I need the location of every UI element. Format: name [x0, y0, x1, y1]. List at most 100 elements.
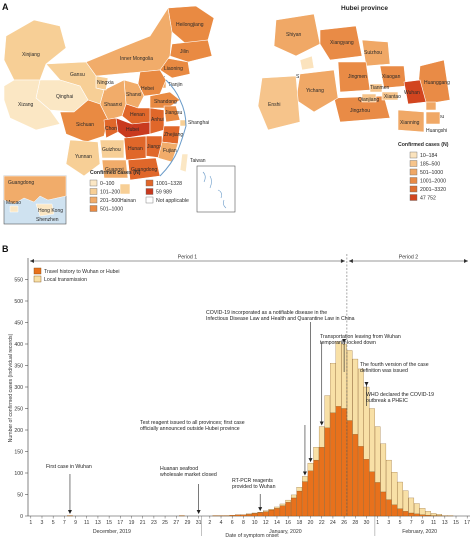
y-tick-label: 200	[14, 428, 23, 434]
inset-label-hong-kong: Hong Kong	[38, 208, 63, 214]
bar-travel-history-to-wuhan-or-hubei-50	[308, 471, 313, 516]
china-legend-swatch-0-100	[90, 180, 97, 186]
x-tick-label: 14	[274, 520, 280, 526]
bar-travel-history-to-wuhan-or-hubei-65	[392, 505, 397, 516]
panel-a-label: A	[2, 2, 9, 12]
y-tick-label: 150	[14, 449, 23, 455]
hubei-legend-label-47-752: 47 752	[420, 196, 436, 202]
x-tick-label: 21	[140, 520, 146, 526]
x-tick-label: 25	[162, 520, 168, 526]
bar-travel-history-to-wuhan-or-hubei-56	[341, 409, 346, 517]
bar-local-transmission-63	[381, 444, 386, 492]
china-region-label-heilongjiang: Heilongjiang	[176, 22, 204, 28]
bar-travel-history-to-wuhan-or-hubei-70	[420, 515, 425, 516]
china-region-label-inner-mongolia: Inner Mongolia	[120, 56, 153, 62]
y-axis-label: Number of confirmed cases (individual re…	[8, 333, 14, 442]
bar-local-transmission-67	[403, 491, 408, 512]
china-region-label-hubei: Hubei	[126, 127, 139, 133]
legend-swatch-local-transmission	[34, 276, 41, 282]
annotation-7-arrowhead	[364, 382, 368, 386]
annotation-0-arrowhead	[68, 510, 72, 514]
bar-travel-history-to-wuhan-or-hubei-41	[258, 513, 263, 516]
bar-local-transmission-45	[280, 504, 285, 506]
hubei-region-label-xiangyang: Xiangyang	[330, 40, 354, 46]
bar-local-transmission-72	[431, 513, 436, 515]
bar-travel-history-to-wuhan-or-hubei-69	[414, 514, 419, 516]
china-legend-label-1001-1328: 1001–1328	[156, 181, 182, 187]
annotation-1-arrowhead	[197, 510, 201, 514]
hubei-legend-label-185-500: 185–500	[420, 162, 440, 168]
china-legend-label-not-applicable: Not applicable	[156, 198, 189, 204]
bar-local-transmission-48	[297, 487, 302, 491]
bar-travel-history-to-wuhan-or-hubei-60	[364, 459, 369, 516]
china-region-label-yunnan: Yunnan	[75, 154, 92, 160]
bar-travel-history-to-wuhan-or-hubei-71	[425, 515, 430, 516]
inset-label-macao: Macao	[6, 200, 21, 206]
annotation-2-line-1: provided to Wuhan	[232, 484, 276, 490]
china-region-label-xizang: Xizang	[18, 102, 34, 108]
x-tick-label: 26	[341, 520, 347, 526]
x-tick-label: 7	[63, 520, 66, 526]
x-tick-label: 13	[442, 520, 448, 526]
bar-travel-history-to-wuhan-or-hubei-64	[386, 500, 391, 516]
china-region-label-anhui: Anhui	[151, 117, 164, 123]
bar-travel-history-to-wuhan-or-hubei-40	[252, 513, 257, 516]
y-tick-label: 300	[14, 385, 23, 391]
bar-local-transmission-51	[313, 447, 318, 460]
x-tick-label: 12	[263, 520, 269, 526]
bar-travel-history-to-wuhan-or-hubei-48	[297, 491, 302, 516]
x-tick-label: 1	[29, 520, 32, 526]
china-legend-swatch-1001-1328	[146, 180, 153, 186]
china-legend-label-101-200: 101–200	[100, 190, 120, 196]
x-tick-label: 4	[220, 520, 223, 526]
china-region-label-gansu: Gansu	[70, 72, 85, 78]
china-legend-label-0-100: 0–100	[100, 181, 115, 187]
hubei-legend-swatch-47-752	[410, 195, 417, 201]
china-legend-swatch-59-989	[146, 189, 153, 195]
annotation-1-line-1: wholesale market closed	[160, 472, 217, 478]
annotation-3-arrowhead	[303, 471, 307, 475]
annotation-6-line-1: definition was issued	[360, 368, 408, 374]
bar-local-transmission-50	[308, 463, 313, 471]
y-tick-label: 0	[20, 514, 23, 520]
china-legend-label-501-1000: 501–1000	[100, 207, 123, 213]
bar-travel-history-to-wuhan-or-hubei-39	[246, 514, 251, 516]
bar-travel-history-to-wuhan-or-hubei-61	[369, 472, 374, 516]
china-legend-label-59-989: 59 989	[156, 190, 172, 196]
x-tick-label: 3	[387, 520, 390, 526]
x-tick-label: 8	[242, 520, 245, 526]
hubei-legend: Confirmed cases (N)10–184185–500501–1000…	[398, 142, 449, 202]
y-tick-label: 400	[14, 342, 23, 348]
hubei-region-label-xianning: Xianning	[400, 120, 420, 126]
annotation-0-line-0: First case in Wuhan	[46, 464, 92, 470]
hubei-region-shennongjia	[300, 56, 314, 70]
china-legend-swatch-201-500	[90, 197, 97, 203]
hubei-legend-label-1001-2000: 1001–2000	[420, 179, 446, 185]
annotation-7-line-1: outbreak a PHEIC	[366, 398, 408, 404]
annotation-5-line-0: Transportation leaving from Wuhan	[320, 334, 401, 340]
y-tick-label: 100	[14, 471, 23, 477]
y-tick-label: 250	[14, 406, 23, 412]
china-region-label-hebei: Hebei	[141, 86, 154, 92]
bar-travel-history-to-wuhan-or-hubei-57	[347, 421, 352, 516]
x-tick-label: 24	[330, 520, 336, 526]
hubei-region-label-huanggang: Huanggang	[424, 80, 450, 86]
bar-travel-history-to-wuhan-or-hubei-66	[397, 509, 402, 516]
hubei-region-label-qianjiang: Qianjiang	[358, 97, 379, 103]
bar-travel-history-to-wuhan-or-hubei-49	[302, 482, 307, 516]
bar-local-transmission-55	[336, 342, 341, 407]
china-region-label-liaoning: Liaoning	[164, 66, 183, 72]
china-region-label-henan: Henan	[130, 112, 145, 118]
china-legend-swatch-101-200	[90, 189, 97, 195]
hubei-region-label-xiantao: Xiantao	[384, 94, 401, 100]
bar-travel-history-to-wuhan-or-hubei-68	[409, 513, 414, 516]
hubei-region-ezhou	[426, 102, 436, 110]
inset-label-guangdong: Guangdong	[8, 180, 34, 186]
x-tick-label: 15	[106, 520, 112, 526]
china-region-label-guizhou: Guizhou	[102, 147, 121, 153]
bar-local-transmission-43	[269, 509, 274, 510]
x-tick-label: 3	[41, 520, 44, 526]
china-region-label-shandong: Shandong	[154, 99, 177, 105]
china-region-label-shanghai: Shanghai	[188, 120, 209, 126]
